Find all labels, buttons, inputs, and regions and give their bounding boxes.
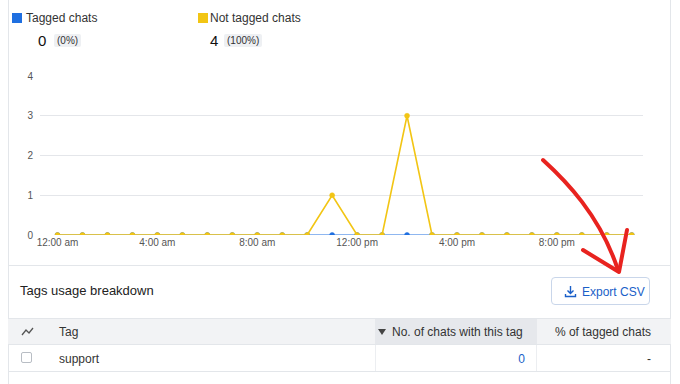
html-text:Tags usage breakdown: Tags usage breakdown	[20, 283, 154, 298]
svg-text:12:00 pm: 12:00 pm	[336, 237, 378, 248]
svg-text:3: 3	[27, 110, 33, 121]
svg-text:8:00 am: 8:00 am	[239, 237, 275, 248]
html-text:Tagged chats: Tagged chats	[26, 11, 98, 25]
html-text:No. of chats with this tag: No. of chats with this tag	[392, 325, 523, 339]
html-text:support: support	[59, 352, 99, 366]
html-text:0: 0	[518, 352, 525, 366]
svg-text:1: 1	[27, 190, 33, 201]
svg-text:4: 4	[27, 71, 33, 82]
svg-text:8:00 pm: 8:00 pm	[539, 237, 575, 248]
html-text:0: 0	[38, 32, 47, 49]
html-text:(100%): (100%)	[227, 35, 260, 46]
svg-text:4:00 pm: 4:00 pm	[439, 237, 475, 248]
svg-text:4:00 am: 4:00 am	[139, 237, 175, 248]
svg-text:12:00 am: 12:00 am	[37, 237, 79, 248]
svg-text:2: 2	[27, 150, 33, 161]
svg-text:0: 0	[27, 230, 33, 241]
html-text:Export CSV: Export CSV	[582, 285, 645, 299]
html-text:4: 4	[210, 32, 219, 49]
html-text:Tag: Tag	[59, 325, 79, 339]
html-text:(0%): (0%)	[57, 35, 79, 46]
html-text:Not tagged chats: Not tagged chats	[210, 11, 301, 25]
html-text:% of tagged chats: % of tagged chats	[554, 325, 651, 339]
